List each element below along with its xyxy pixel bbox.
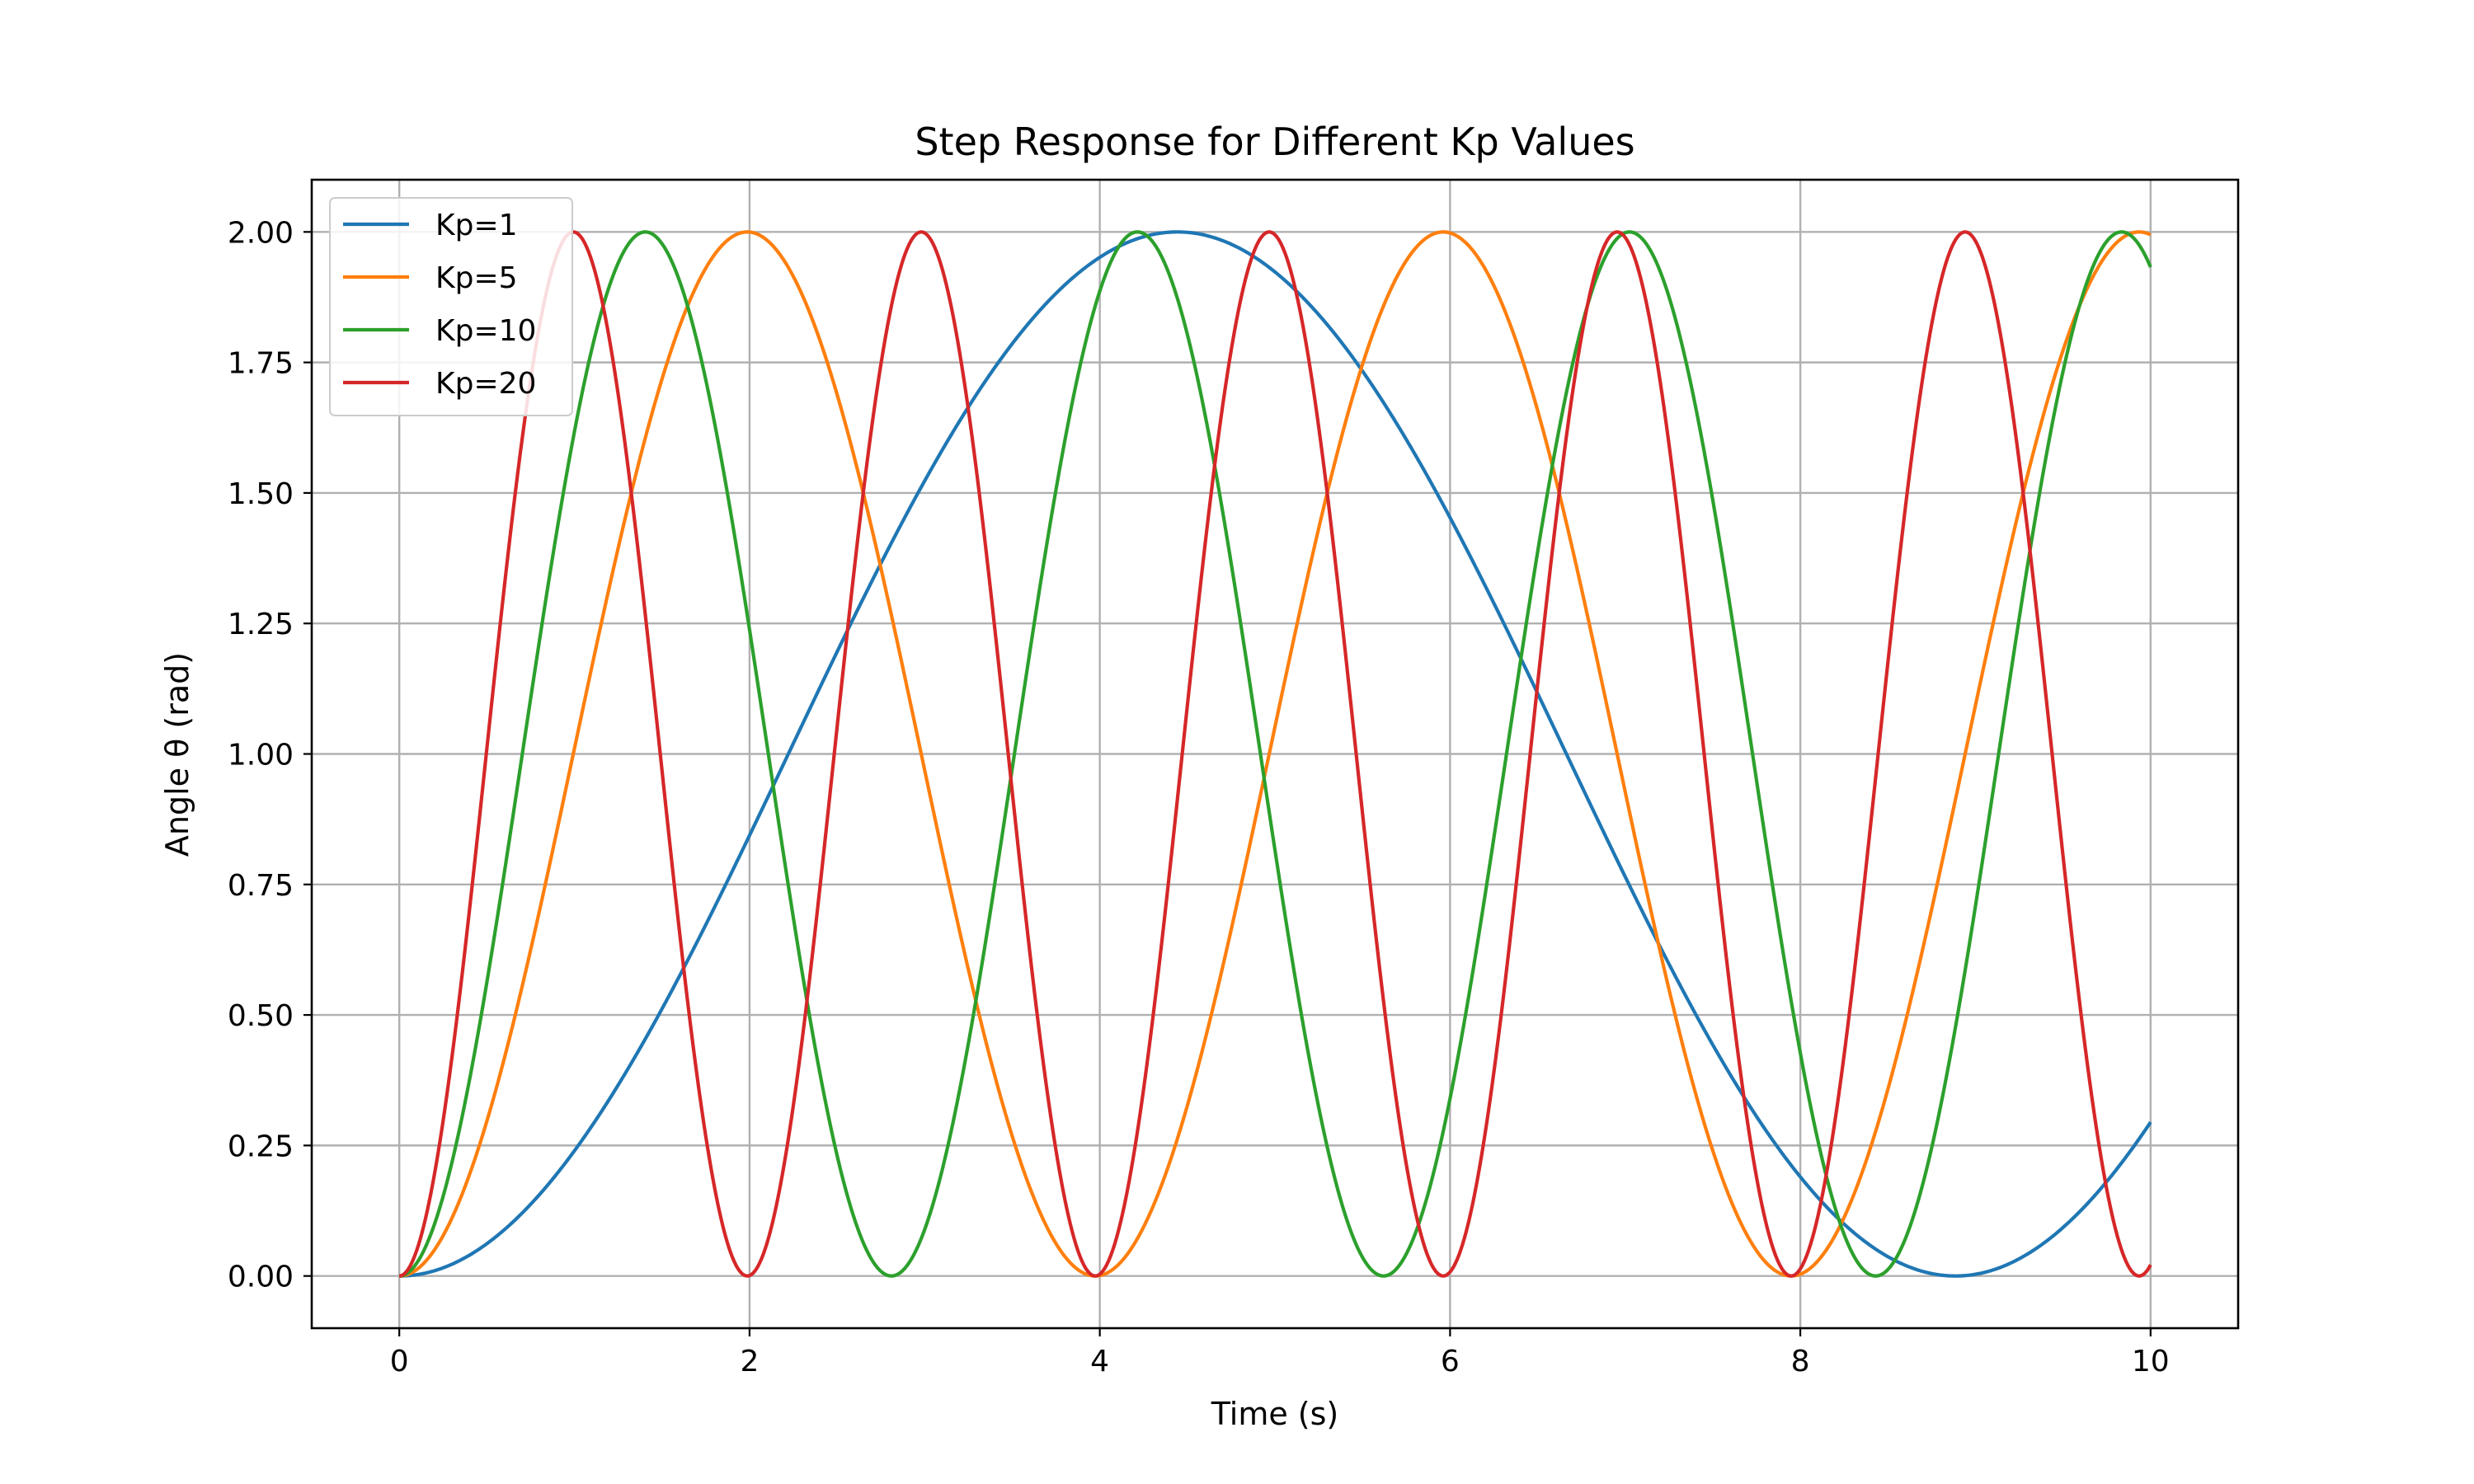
y-tick-label: 1.25 — [228, 608, 294, 641]
y-axis-label: Angle θ (rad) — [159, 652, 195, 857]
x-tick-label: 6 — [1441, 1345, 1460, 1378]
y-tick-label: 1.75 — [228, 347, 294, 381]
series-line-kp-20 — [398, 230, 2152, 1278]
series-line-kp-1 — [399, 230, 2152, 1278]
x-tick-label: 0 — [390, 1345, 409, 1378]
x-tick-label: 4 — [1090, 1345, 1109, 1378]
series-line-kp-10 — [399, 230, 2152, 1278]
y-tick-label: 0.00 — [228, 1261, 294, 1294]
legend-label: Kp=20 — [435, 367, 536, 401]
y-tick-label: 0.50 — [228, 999, 294, 1033]
y-tick-label: 2.00 — [228, 216, 294, 250]
x-tick-label: 8 — [1791, 1345, 1810, 1378]
y-tick-label: 1.50 — [228, 477, 294, 511]
legend-label: Kp=1 — [435, 209, 518, 242]
x-axis-label: Time (s) — [1211, 1396, 1339, 1432]
legend: Kp=1 Kp=5 Kp=10 Kp=20 — [329, 197, 573, 416]
y-tick-label: 1.00 — [228, 739, 294, 773]
axis-ticks: 0 2 4 6 8 10 0.00 0.25 0.50 0.75 1.00 1.25 1.50 1.75 2… — [228, 216, 2170, 1378]
legend-label: Kp=10 — [435, 314, 536, 348]
y-tick-label: 0.25 — [228, 1129, 294, 1163]
x-tick-label: 10 — [2132, 1345, 2170, 1378]
legend-box — [329, 197, 573, 416]
grid-lines — [312, 180, 2238, 1328]
x-tick-label: 2 — [740, 1345, 759, 1378]
series-line-kp-5 — [399, 230, 2152, 1278]
y-tick-label: 0.75 — [228, 869, 294, 903]
legend-label: Kp=5 — [435, 261, 518, 295]
series-lines — [398, 230, 2152, 1278]
chart-title: Step Response for Different Kp Values — [915, 120, 1634, 164]
